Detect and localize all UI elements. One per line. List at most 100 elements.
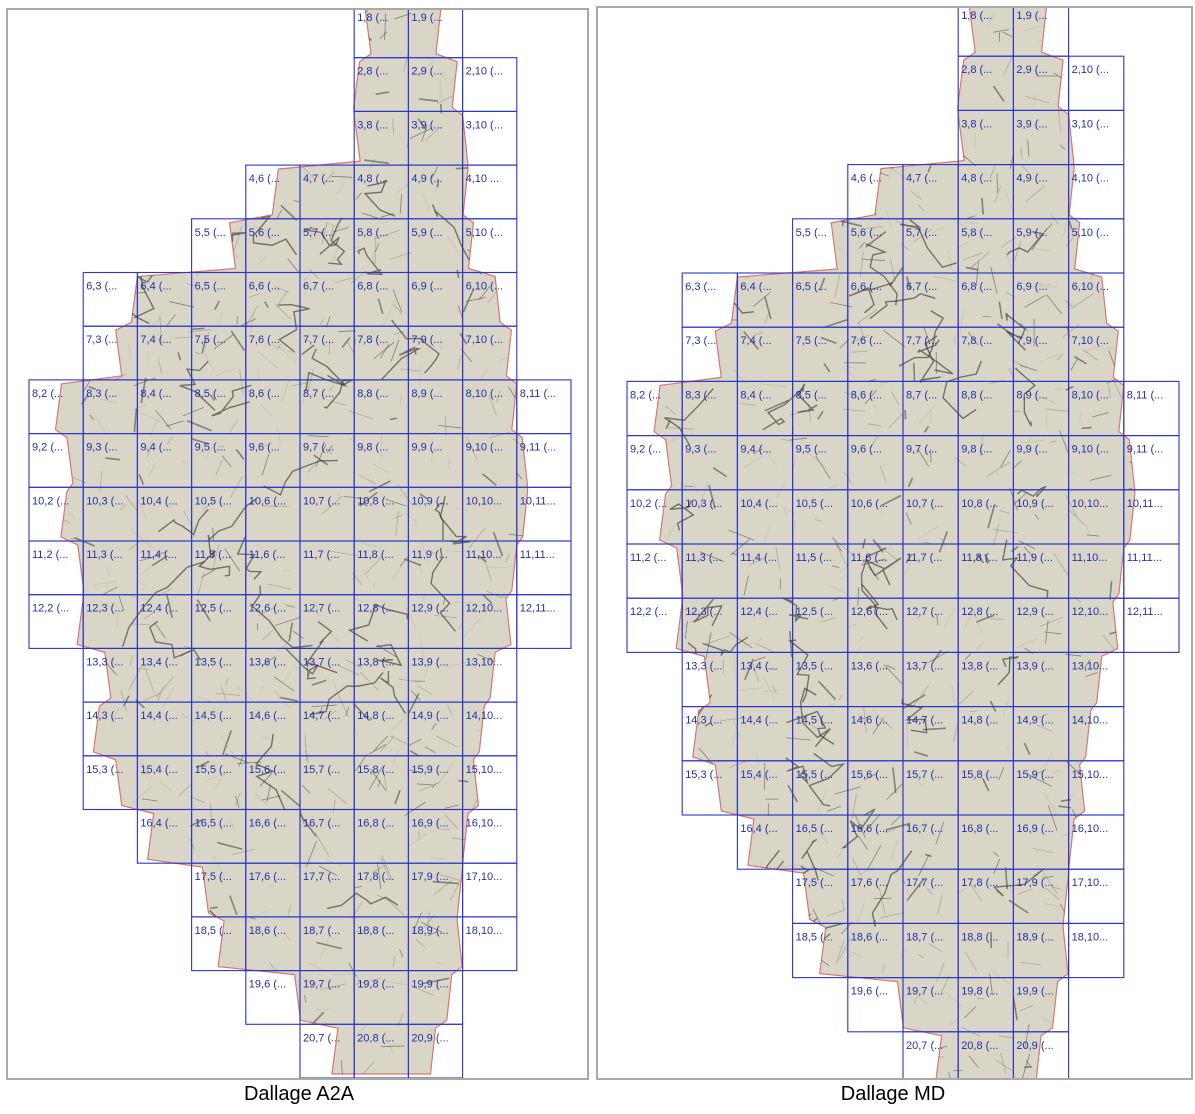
island-shape	[54, 10, 529, 1075]
tile[interactable]: 16,10...	[462, 808, 518, 864]
tile-label: 10,11...	[1127, 498, 1163, 510]
tile-label: 5,10 (...	[1072, 227, 1109, 239]
map-background	[54, 10, 529, 1075]
tile-label: 8,8 (...	[357, 388, 388, 400]
tile-label: 9,11 (...	[520, 442, 556, 454]
tile-label: 16,7 (...	[303, 818, 340, 830]
tile[interactable]: 12,11...	[1123, 597, 1180, 653]
tile-label: 18,7 (...	[303, 925, 340, 937]
tile[interactable]: 19,6 (...	[847, 977, 904, 1033]
tile[interactable]: 4,10 ...	[462, 164, 518, 220]
tile-label: 2,9 (...	[1016, 64, 1047, 76]
tile[interactable]: 19,6 (...	[245, 970, 301, 1025]
tile[interactable]: 6,3 (...	[681, 272, 738, 328]
tile-label: 10,2 (...	[32, 495, 69, 507]
tile[interactable]: 4,10 (...	[1068, 164, 1125, 220]
tile-label: 15,4 (...	[140, 764, 177, 776]
tile-label: 15,9 (...	[1016, 769, 1053, 781]
tile-label: 4,6 (...	[851, 173, 882, 185]
tile-label: 13,9 (...	[411, 656, 448, 668]
tile-label: 17,7 (...	[906, 877, 943, 889]
tile-label: 11,5 (...	[195, 549, 231, 561]
tile[interactable]: 2,10 (...	[462, 57, 518, 112]
tile-label: 11,4 (...	[140, 549, 176, 561]
tile-label: 14,4 (...	[740, 715, 777, 727]
tile[interactable]: 20,9 (...	[1012, 1031, 1070, 1080]
tile-label: 12,2 (...	[32, 603, 69, 615]
tile-label: 12,5 (...	[796, 606, 833, 618]
tile-label: 7,9 (...	[1016, 335, 1047, 347]
tile-label: 12,8 (...	[357, 603, 394, 615]
tile[interactable]: 8,11 (...	[1123, 380, 1180, 437]
tile-label: 2,10 (...	[1072, 64, 1109, 76]
tile-label: 16,6 (...	[851, 823, 888, 835]
tile-label: 7,5 (...	[796, 335, 827, 347]
tile-label: 9,3 (...	[86, 442, 117, 454]
tile[interactable]: 11,11...	[1123, 543, 1180, 599]
tile-label: 3,10 (...	[466, 119, 503, 131]
tile[interactable]: 16,10...	[1068, 814, 1125, 870]
tile-label: 6,6 (...	[249, 281, 280, 293]
tile[interactable]: 18,10...	[462, 916, 518, 972]
tile[interactable]: 17,10...	[462, 862, 518, 918]
tile-label: 11,2 (...	[630, 552, 666, 564]
tile-label: 6,4 (...	[140, 281, 171, 293]
tile[interactable]: 11,11...	[516, 540, 572, 596]
tile[interactable]: 17,10...	[1068, 868, 1125, 924]
tile-label: 15,8 (...	[357, 764, 394, 776]
tile-label: 4,10 ...	[466, 173, 500, 185]
tile-label: 18,5 (...	[796, 931, 833, 943]
tile-label: 18,7 (...	[906, 931, 943, 943]
tile-label: 14,8 (...	[961, 715, 998, 727]
tile-label: 8,5 (...	[796, 389, 827, 401]
tile-label: 11,5 (...	[796, 552, 832, 564]
tile-label: 10,7 (...	[303, 495, 340, 507]
tile-label: 19,6 (...	[249, 979, 286, 991]
tile-border	[462, 916, 518, 972]
tile-label: 14,5 (...	[195, 710, 232, 722]
tile[interactable]: 8,11 (...	[516, 379, 572, 435]
tile-label: 11,11...	[520, 549, 555, 561]
tile-label: 6,3 (...	[86, 281, 117, 293]
tile[interactable]: 12,2 (...	[28, 594, 84, 649]
tile[interactable]: 11,2 (...	[28, 540, 84, 596]
tile-label: 13,7 (...	[906, 660, 943, 672]
tile-label: 17,10...	[1072, 877, 1109, 889]
tile-label: 15,10...	[466, 764, 503, 776]
tile-label: 18,5 (...	[195, 925, 232, 937]
tile[interactable]: 12,2 (...	[626, 597, 683, 653]
tile[interactable]: 12,11...	[516, 594, 572, 649]
tile-label: 17,6 (...	[249, 871, 286, 883]
tile-label: 7,3 (...	[86, 334, 117, 346]
tile-label: 5,5 (...	[195, 227, 226, 239]
tile-label: 19,7 (...	[906, 986, 943, 998]
tile-label: 9,4 (...	[140, 442, 171, 454]
tile-label: 7,7 (...	[303, 334, 334, 346]
tile-label: 13,4 (...	[140, 656, 177, 668]
tile-label: 14,9 (...	[1016, 715, 1053, 727]
tile-label: 12,7 (...	[906, 606, 943, 618]
tile-label: 6,8 (...	[961, 281, 992, 293]
tile[interactable]: 3,10 (...	[462, 110, 518, 166]
tiling-map-md: 1,8 (... 1,9 (... 2,8 (... 2,9 (... 2,10 (..…	[626, 8, 1180, 1080]
tile[interactable]: 2,10 (...	[1068, 55, 1125, 111]
tile[interactable]: 6,3 (...	[82, 271, 138, 327]
tile[interactable]: 3,10 (...	[1068, 109, 1125, 166]
tile-label: 11,8 (...	[961, 552, 997, 564]
tile-label: 5,7 (...	[906, 227, 937, 239]
tile[interactable]: 11,2 (...	[626, 543, 683, 599]
tile-label: 20,7 (...	[303, 1032, 340, 1044]
tile-label: 17,9 (...	[411, 871, 448, 883]
tile-label: 6,3 (...	[685, 281, 716, 293]
tile-label: 16,10...	[1072, 823, 1109, 835]
tile-label: 6,5 (...	[195, 281, 226, 293]
tile-label: 10,2 (...	[630, 498, 667, 510]
tile-label: 8,10 (...	[466, 388, 503, 400]
tile-label: 19,9 (...	[1016, 986, 1053, 998]
tile-label: 20,7 (...	[906, 1040, 943, 1052]
tile-label: 3,10 (...	[1072, 118, 1109, 130]
tile-label: 1,9 (...	[411, 12, 442, 24]
tile-label: 7,6 (...	[249, 334, 280, 346]
tile[interactable]: 18,10...	[1068, 922, 1125, 979]
tile-label: 16,8 (...	[961, 823, 998, 835]
